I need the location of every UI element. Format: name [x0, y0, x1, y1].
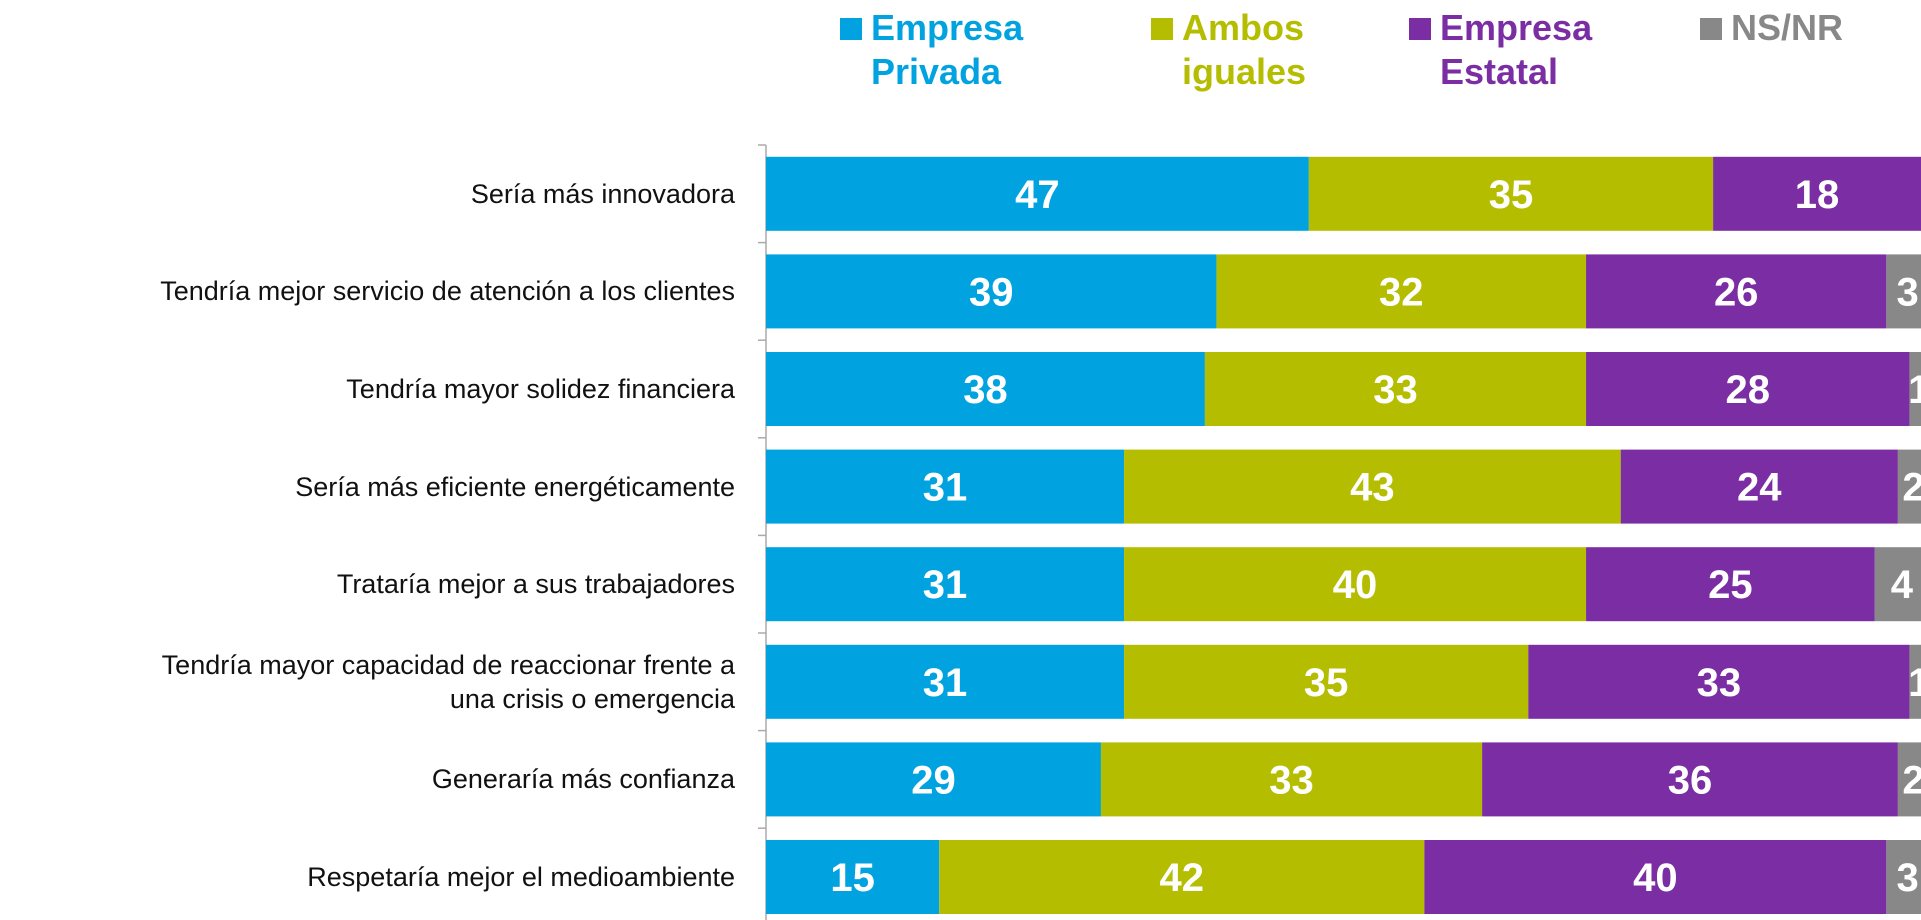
legend-item: Empresa Estatal: [1409, 6, 1640, 94]
bar-segment: [766, 352, 1205, 426]
bar-segment: [1713, 156, 1921, 231]
bar-segment: [1528, 644, 1910, 719]
bar-segment: [1308, 156, 1714, 231]
bar-segment: [1897, 449, 1921, 524]
category-label: Trataría mejor a sus trabajadores: [336, 569, 735, 600]
bar-segment: [1886, 254, 1921, 329]
data-label: 33: [1697, 661, 1742, 705]
bar-segment: [1124, 644, 1529, 719]
bar-segment: [1124, 547, 1587, 622]
legend-item: Ambos iguales: [1151, 6, 1382, 94]
data-label: 42: [1160, 856, 1205, 900]
data-label: 35: [1304, 661, 1349, 705]
category-label: Sería más innovadora: [470, 178, 735, 209]
bar-segment: [1586, 547, 1875, 622]
bar-segment: [766, 156, 1309, 231]
data-label: 3: [1897, 270, 1919, 314]
bar-segment: [766, 742, 1101, 817]
legend-swatch: [1409, 18, 1431, 40]
bar-segment: [766, 449, 1125, 524]
data-label: 47: [1015, 173, 1060, 217]
data-label: 33: [1373, 368, 1418, 412]
bar-segment: [1874, 547, 1921, 622]
bar-segment: [1204, 352, 1587, 426]
data-label: 26: [1714, 270, 1759, 314]
data-label: 25: [1708, 563, 1753, 607]
bar-segment: [1216, 254, 1587, 329]
data-label: 32: [1379, 270, 1424, 314]
category-label: Tendría mayor capacidad de reaccionar fr…: [161, 649, 735, 714]
legend-item: NS/NR: [1700, 6, 1921, 50]
data-label: 28: [1726, 368, 1771, 412]
data-label: 15: [830, 856, 875, 900]
data-label: 33: [1269, 758, 1314, 802]
data-label: 40: [1333, 563, 1378, 607]
data-label: 18: [1795, 173, 1840, 217]
bar-segment: [1909, 352, 1921, 426]
data-label: 29: [911, 758, 956, 802]
category-label: Sería más eficiente energéticamente: [295, 471, 735, 502]
data-label: 39: [969, 270, 1014, 314]
data-label: 43: [1350, 466, 1395, 510]
data-label: 31: [923, 466, 968, 510]
bar-segment: [1620, 449, 1898, 524]
bar-segment: [1424, 840, 1887, 914]
bar-segment: [766, 254, 1217, 329]
data-label: 1: [1908, 368, 1921, 412]
bar-segment: [1886, 840, 1921, 914]
data-label: 35: [1489, 173, 1534, 217]
category-label: Tendría mejor servicio de atención a los…: [160, 276, 735, 307]
data-label: 4: [1891, 563, 1914, 607]
bar-segment: [1124, 449, 1621, 524]
data-label: 31: [923, 563, 968, 607]
bar-segment: [1897, 742, 1921, 817]
data-label: 2: [1902, 466, 1921, 510]
legend-item: Empresa Privada: [840, 6, 1071, 94]
bar-segment: [1909, 644, 1921, 719]
data-label: 38: [963, 368, 1008, 412]
legend-swatch: [840, 18, 862, 40]
data-label: 36: [1668, 758, 1713, 802]
bar-segment: [1482, 742, 1898, 817]
category-label: Respetaría mejor el medioambiente: [307, 862, 735, 892]
bar-segment: [1100, 742, 1483, 817]
data-label: 3: [1897, 856, 1919, 900]
data-label: 40: [1633, 856, 1678, 900]
bar-segment: [1586, 352, 1910, 426]
data-label: 1: [1908, 661, 1921, 705]
bar-segment: [766, 644, 1125, 719]
bar-segment: [939, 840, 1425, 914]
category-label: Tendría mayor solidez financiera: [346, 374, 735, 404]
bar-segment: [766, 547, 1125, 622]
bar-segment: [766, 840, 940, 914]
data-label: 24: [1737, 466, 1782, 510]
data-label: 2: [1902, 758, 1921, 802]
legend-swatch: [1700, 18, 1722, 40]
data-label: 31: [923, 661, 968, 705]
category-label: Generaría más confianza: [431, 764, 735, 795]
bar-segment: [1586, 254, 1887, 329]
legend-swatch: [1151, 18, 1173, 40]
